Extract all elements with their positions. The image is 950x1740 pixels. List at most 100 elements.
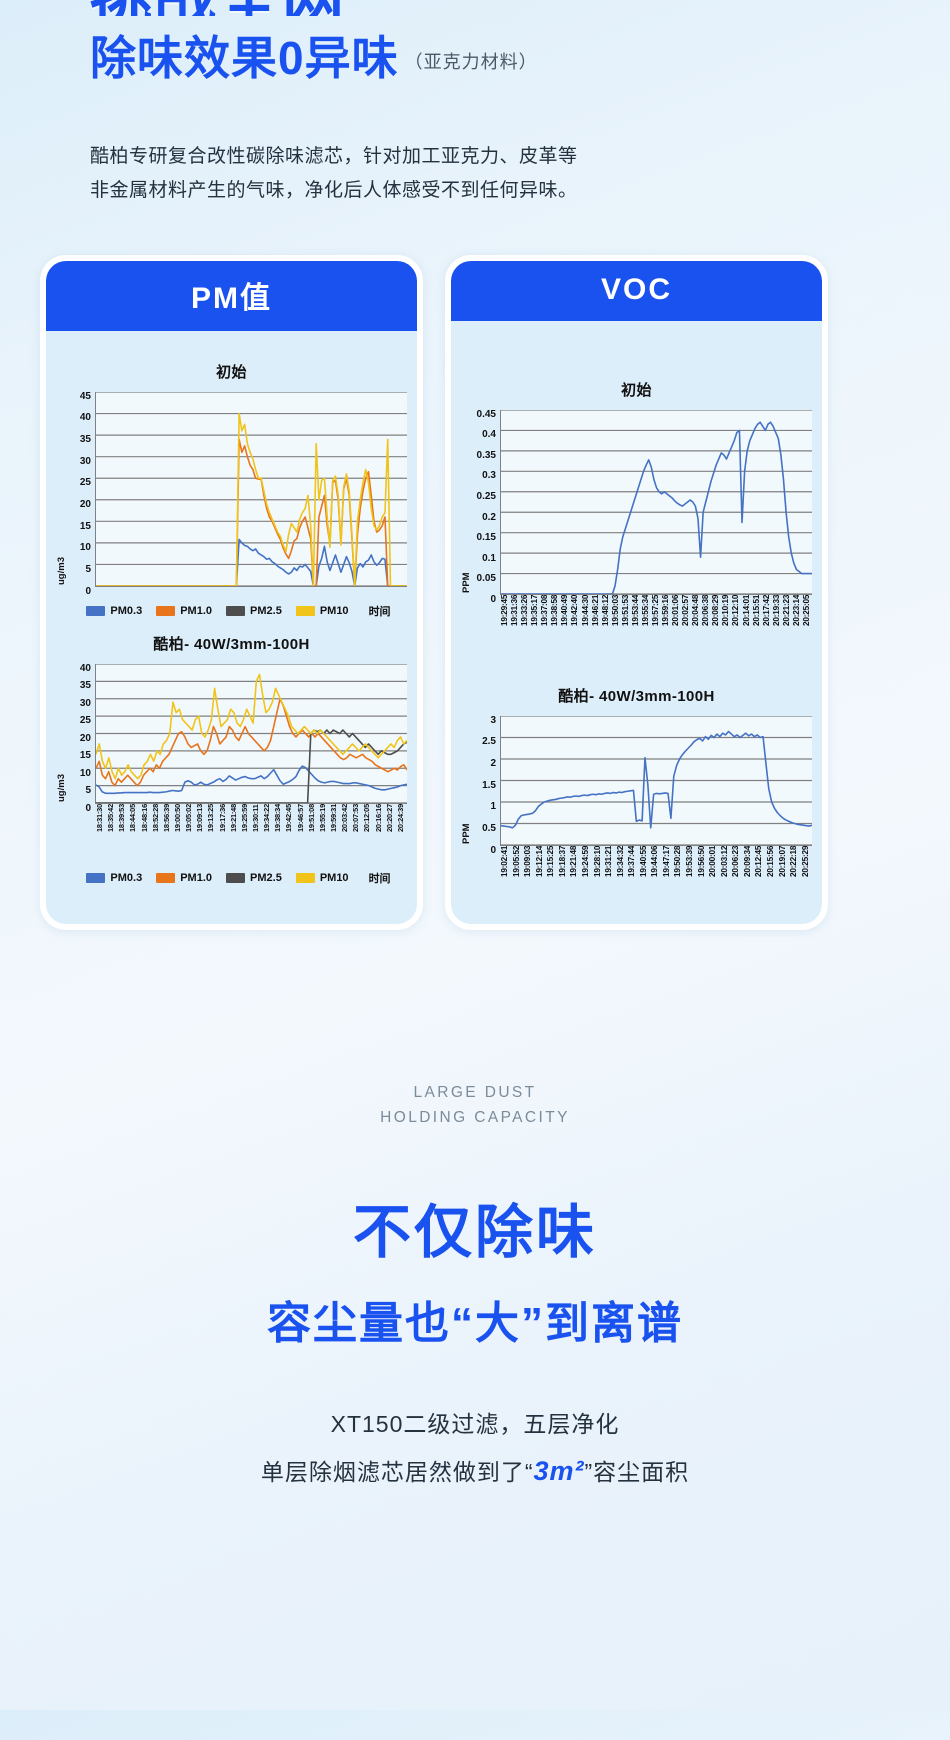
axis-tick: 19:35:17 [530, 594, 540, 626]
axis-tick: 20:20:27 [384, 803, 394, 832]
footer-big-title: 不仅除味 [352, 1199, 597, 1265]
axis-tick: 20:21:23 [781, 594, 791, 626]
axis-tick: 19:09:03 [523, 845, 533, 877]
legend-pm-kubai: PM0.3 PM1.0 PM2.5 PM10 时间 [70, 870, 407, 886]
legend-item: PM2.5 [226, 605, 282, 617]
axis-tick: 19:56:50 [696, 845, 706, 877]
chart-voc-initial: 初始 PPM 0.45 0.4 0.35 0.3 0.25 0.2 0.15 0.1 0.05 0… [461, 379, 812, 651]
card-pm-title: PM值 [46, 260, 417, 331]
axis-tick: 19:40:55 [638, 845, 648, 877]
axis-tick: 20:19:07 [777, 845, 787, 877]
card-voc: VOC 初始 PPM 0.45 0.4 0.35 0.3 0.25 0.2 0.15 0.1 0… [445, 254, 828, 930]
y-axis-ticks: 3 2.5 2 1.5 1 0.5 0 [482, 714, 496, 856]
axis-tick: 19:51:08 [306, 803, 316, 832]
hero-body-line2: 非金属材料产生的气味，净化后人体感受不到任何异味。 [90, 179, 578, 201]
axis-tick: 20:23:14 [791, 594, 801, 626]
axis-tick: 19:00:50 [172, 803, 182, 832]
footer-line2-pre: 单层除烟滤芯居然做到了“ [260, 1458, 534, 1485]
axis-tick: 19:21:48 [569, 845, 579, 877]
axis-tick: 19:17:36 [217, 803, 227, 832]
chart-title: 酷柏- 40W/3mm-100H [153, 635, 310, 653]
axis-tick: 19:09:13 [195, 803, 205, 832]
axis-tick: 19:37:08 [540, 594, 550, 626]
y-axis-ticks: 40 35 30 25 20 15 10 5 0 [79, 662, 91, 814]
hero-body-line1: 酷柏专研复合改性碳除味滤芯，针对加工亚克力、皮革等 [90, 146, 578, 168]
axis-tick: 20:00:01 [708, 845, 718, 877]
axis-tick: 19:57:25 [650, 594, 660, 626]
axis-tick: 20:08:29 [711, 594, 721, 626]
hero-subtitle-row: 除味效果0异味 （亚克力材料） [90, 32, 950, 84]
axis-tick: 18:48:16 [139, 803, 149, 832]
axis-tick: 20:15:56 [765, 845, 775, 877]
plot-wrap: PPM 0.45 0.4 0.35 0.3 0.25 0.2 0.15 0.1 0.05 0 [461, 409, 812, 604]
chart-pm-initial: 初始 ug/m3 45 40 35 30 25 20 15 10 5 0 PM0.3 PM1.0 PM… [56, 361, 407, 619]
legend-swatch [156, 872, 176, 883]
axis-tick: 20:17:42 [761, 594, 771, 626]
legend-label: PM0.3 [110, 871, 143, 884]
legend-swatch [226, 605, 246, 616]
axis-tick: 19:33:26 [520, 594, 530, 626]
axis-tick: 20:16:16 [373, 803, 383, 832]
axis-tick: 20:24:39 [395, 803, 405, 832]
legend-swatch [295, 872, 315, 883]
axis-tick: 19:02:41 [500, 845, 509, 877]
card-voc-title: VOC [451, 260, 822, 321]
y-axis-label: ug/m3 [56, 556, 67, 585]
chart-title: 酷柏- 40W/3mm-100H [558, 687, 715, 705]
hero-body: 酷柏专研复合改性碳除味滤芯，针对加工亚克力、皮革等 非金属材料产生的气味，净化后… [90, 140, 950, 207]
axis-tick: 19:30:11 [250, 803, 260, 832]
chart-voc-kubai: 酷柏- 40W/3mm-100H PPM 3 2.5 2 1.5 1 0.5 0 19:02… [461, 685, 812, 902]
hero-subtitle: 除味效果0异味 [90, 32, 399, 84]
axis-tick: 19:24:59 [580, 845, 590, 877]
axis-tick: 18:35:42 [106, 803, 116, 832]
caps-line-2: HOLDING CAPACITY [380, 1109, 570, 1127]
axis-tick: 19:44:06 [650, 845, 660, 877]
axis-tick: 20:22:18 [789, 845, 799, 877]
footer-line-1: XT150二级过滤，五层净化 [330, 1410, 620, 1437]
axis-tick: 19:37:44 [627, 845, 637, 877]
legend-item: PM10 [295, 605, 349, 617]
axis-tick: 20:15:51 [751, 594, 761, 626]
legend-label: PM0.3 [110, 604, 143, 617]
axis-tick: 19:51:53 [620, 594, 630, 626]
legend-x-axis-label: 时间 [368, 872, 391, 885]
axis-tick: 19:25:59 [239, 803, 249, 832]
axis-tick: 20:09:34 [742, 845, 752, 877]
axis-tick: 20:01:06 [671, 594, 681, 626]
axis-tick: 19:44:30 [580, 594, 590, 626]
legend-swatch [226, 872, 246, 883]
footer-area-emphasis: 3m² [533, 1455, 585, 1486]
axis-tick: 20:04:48 [691, 594, 701, 626]
axis-tick: 19:15:25 [546, 845, 556, 877]
axis-tick: 19:34:32 [615, 845, 625, 877]
axis-tick: 19:18:37 [557, 845, 567, 877]
axis-tick: 19:40:49 [560, 594, 570, 626]
large-dust-caption: LARGE DUST HOLDING CAPACITY [0, 1080, 950, 1131]
axis-tick: 20:12:10 [731, 594, 741, 626]
chart-title: 初始 [621, 381, 652, 399]
axis-tick: 20:19:33 [771, 594, 781, 626]
charts-card-row: PM值 初始 ug/m3 45 40 35 30 25 20 15 10 5 0 PM0.3 PM1… [0, 207, 950, 930]
legend-swatch [86, 872, 106, 883]
footer-big-subtitle: 容尘量也“大”到离谱 [267, 1298, 683, 1348]
plot-wrap: ug/m3 40 35 30 25 20 15 10 5 0 [56, 662, 407, 814]
axis-tick: 20:14:01 [741, 594, 751, 626]
axis-tick: 19:05:02 [184, 803, 194, 832]
legend-swatch [295, 605, 315, 616]
legend-pm-initial: PM0.3 PM1.0 PM2.5 PM10 时间 [70, 603, 407, 619]
plot-area [500, 409, 812, 595]
legend-swatch [86, 605, 106, 616]
axis-tick: 19:59:16 [661, 594, 670, 626]
axis-tick: 19:50:28 [673, 845, 683, 877]
legend-item: PM0.3 [86, 605, 142, 617]
legend-item: PM1.0 [156, 872, 212, 884]
axis-tick: 19:12:14 [534, 845, 544, 877]
legend-swatch [156, 605, 176, 616]
legend-item: PM2.5 [226, 872, 282, 884]
x-axis-ticks: 18:31:30 18:35:42 18:39:53 18:44:05 18:48:16… [95, 804, 407, 860]
axis-tick: 19:38:58 [550, 594, 560, 626]
axis-tick: 20:06:23 [731, 845, 741, 877]
x-axis-ticks [95, 587, 407, 593]
axis-tick: 19:34:22 [262, 803, 272, 832]
axis-tick: 18:31:30 [95, 803, 104, 832]
